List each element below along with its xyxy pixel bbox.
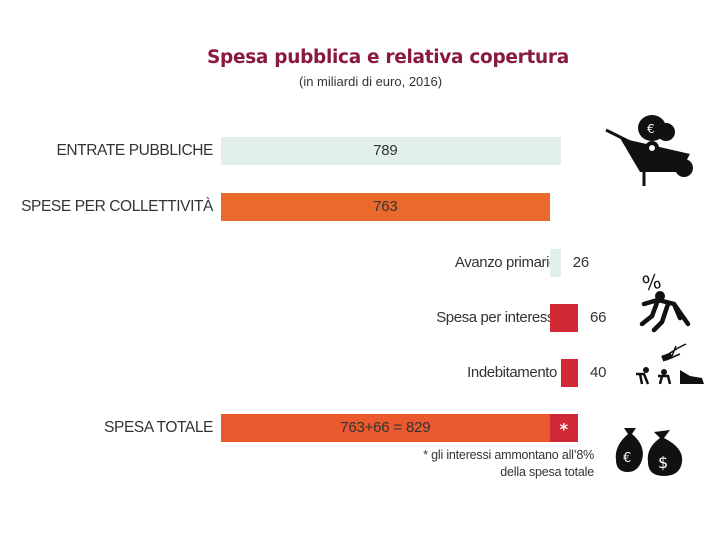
svg-text:€: € [623, 451, 631, 466]
bar-avanzo-primario [549, 249, 561, 277]
money-bags-icon: € $ [615, 428, 683, 476]
percent-falling-man-icon: % [639, 269, 691, 333]
chart-title: Spesa pubblica e relativa copertura [207, 47, 569, 68]
value-label-avanzo-primario: 26 [572, 254, 590, 271]
interest-marker: * [559, 419, 568, 439]
category-label-spesa-per-interessi: Spesa per interessi [436, 309, 557, 326]
footnote-line-2: della spesa totale [500, 465, 594, 479]
category-label-entrate-pubbliche: ENTRATE PUBBLICHE [56, 142, 213, 159]
category-label-avanzo-primario: Avanzo primario [454, 254, 558, 271]
chart-subtitle: (in miliardi di euro, 2016) [299, 74, 443, 89]
svg-text:€: € [647, 122, 655, 136]
value-label-spesa-totale: 763+66 = 829 [340, 419, 431, 436]
value-label-entrate-pubbliche: 789 [373, 142, 398, 159]
category-label-spese-per-collettivita: SPESE PER COLLETTIVITÀ [21, 198, 213, 215]
bar-spesa-per-interessi [549, 304, 578, 332]
footnote: * gli interessi ammontano all’8% della s… [423, 447, 594, 481]
bar-entrate-pubbliche [221, 137, 561, 165]
svg-text:$: $ [658, 453, 668, 472]
svg-text:%: % [640, 269, 663, 296]
bar-spesa-totale-segment-2 [549, 414, 578, 442]
debt-figures-icon [636, 343, 704, 385]
category-label-spesa-totale: SPESA TOTALE [104, 419, 213, 436]
value-label-indebitamento: 40 [590, 364, 607, 381]
footnote-line-1: * gli interessi ammontano all’8% [423, 448, 594, 462]
value-label-spese-per-collettivita: 763 [373, 198, 398, 215]
category-label-indebitamento: Indebitamento [467, 364, 557, 381]
bar-indebitamento [560, 359, 578, 387]
bar-spese-per-collettivita [221, 193, 550, 221]
wheelbarrow-money-icon: € [605, 115, 693, 186]
value-label-spesa-per-interessi: 66 [590, 309, 607, 326]
bar-spesa-totale-segment-1 [221, 414, 550, 442]
